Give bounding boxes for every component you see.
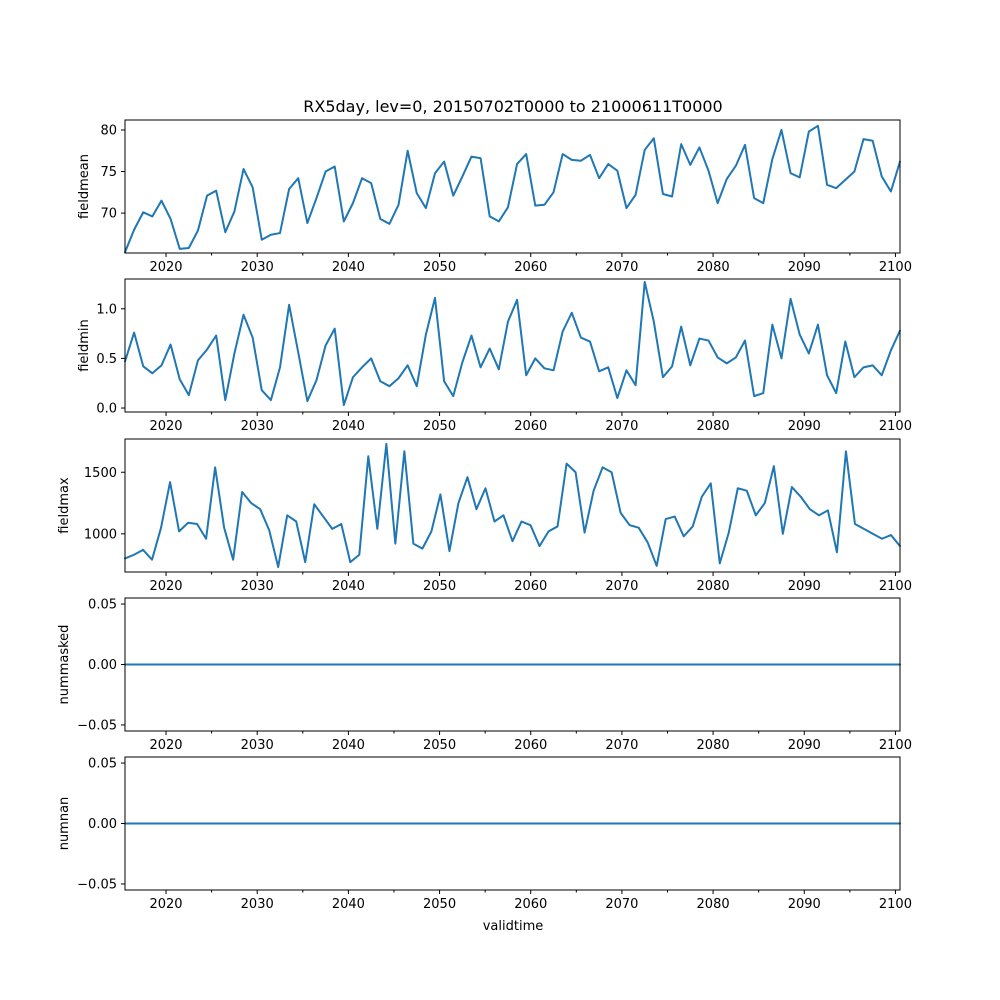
x-tick-label: 2050 (423, 419, 456, 434)
fieldmin-ytick-label: 0.5 (96, 352, 117, 367)
x-tick-label: 2020 (149, 419, 182, 434)
x-tick-label: 2060 (514, 419, 547, 434)
numnan-ytick-label: 0.00 (88, 817, 117, 832)
fieldmin-axes-frame (124, 278, 901, 413)
x-axis-label: validtime (483, 919, 544, 934)
fieldmax-axis-label: fieldmax (57, 477, 72, 534)
x-tick-label: 2040 (332, 738, 365, 753)
numnan-axis-label: numnan (57, 797, 72, 851)
x-tick-label: 2040 (332, 419, 365, 434)
panel-numnan: −0.05 0.00 0.05 numnan 2020 2030 2040 2050 2060 2… (57, 756, 912, 912)
x-tick-label: 2080 (697, 738, 730, 753)
x-tick-label: 2020 (149, 897, 182, 912)
fieldmin-ytick-label: 0.0 (96, 402, 117, 417)
fieldmean-axis-label: fieldmean (77, 154, 92, 219)
x-tick-label: 2070 (605, 260, 638, 275)
x-tick-label: 2080 (697, 579, 730, 594)
x-tick-label: 2040 (332, 260, 365, 275)
x-tick-label: 2030 (241, 738, 274, 753)
numnan-ytick-label: −0.05 (77, 877, 117, 892)
fieldmin-axis-label: fieldmin (77, 319, 92, 372)
x-tick-label: 2100 (879, 579, 912, 594)
x-tick-label: 2050 (423, 738, 456, 753)
x-tick-label: 2030 (241, 260, 274, 275)
x-tick-label: 2090 (788, 897, 821, 912)
x-tick-label: 2070 (605, 579, 638, 594)
fieldmax-series-line (124, 442, 901, 569)
fieldmean-axes-frame (124, 119, 901, 254)
x-tick-label: 2100 (879, 419, 912, 434)
x-tick-label: 2020 (149, 738, 182, 753)
x-tick-label: 2100 (879, 897, 912, 912)
nummasked-ytick-label: 0.05 (88, 598, 117, 613)
x-tick-label: 2070 (605, 738, 638, 753)
fieldmin-series-line (124, 280, 901, 407)
x-tick-label: 2090 (788, 579, 821, 594)
x-tick-label: 2020 (149, 579, 182, 594)
x-tick-label: 2050 (423, 897, 456, 912)
nummasked-ytick-label: 0.00 (88, 658, 117, 673)
x-tick-label: 2040 (332, 579, 365, 594)
x-tick-label: 2050 (423, 260, 456, 275)
panels: 70 75 80 fieldmean 2020 2030 2040 2050 2060 2070 2… (57, 119, 912, 912)
panel-nummasked: −0.05 0.00 0.05 nummasked 2020 2030 2040 2050 20… (57, 597, 912, 753)
fieldmean-ytick-label: 70 (100, 207, 117, 222)
x-tick-label: 2090 (788, 738, 821, 753)
panel-fieldmin: 0.0 0.5 1.0 fieldmin 2020 2030 2040 2050 2060 207… (77, 278, 912, 434)
x-tick-label: 2070 (605, 897, 638, 912)
panel-fieldmax: 1000 1500 fieldmax 2020 2030 2040 2050 2060 2070… (57, 438, 912, 594)
fieldmean-ytick-label: 80 (100, 123, 117, 138)
numnan-ytick-label: 0.05 (88, 757, 117, 772)
fieldmax-ytick-label: 1500 (84, 466, 117, 481)
x-tick-label: 2030 (241, 419, 274, 434)
x-tick-label: 2090 (788, 419, 821, 434)
x-tick-label: 2060 (514, 738, 547, 753)
x-tick-label: 2100 (879, 260, 912, 275)
x-tick-label: 2040 (332, 897, 365, 912)
x-tick-label: 2060 (514, 260, 547, 275)
fieldmax-ytick-label: 1000 (84, 527, 117, 542)
chart-title: RX5day, lev=0, 20150702T0000 to 21000611… (303, 97, 722, 116)
x-tick-label: 2050 (423, 579, 456, 594)
x-tick-label: 2070 (605, 419, 638, 434)
x-tick-label: 2030 (241, 897, 274, 912)
x-tick-label: 2080 (697, 419, 730, 434)
nummasked-ytick-label: −0.05 (77, 718, 117, 733)
x-tick-label: 2080 (697, 260, 730, 275)
fieldmax-axes-frame (124, 438, 901, 573)
nummasked-axis-label: nummasked (57, 625, 72, 705)
x-tick-label: 2100 (879, 738, 912, 753)
x-tick-label: 2060 (514, 897, 547, 912)
x-tick-label: 2020 (149, 260, 182, 275)
fieldmin-ytick-label: 1.0 (96, 302, 117, 317)
fieldmean-ytick-label: 75 (100, 165, 117, 180)
x-tick-label: 2080 (697, 897, 730, 912)
x-tick-label: 2060 (514, 579, 547, 594)
panel-fieldmean: 70 75 80 fieldmean 2020 2030 2040 2050 2060 2070 2… (77, 119, 912, 275)
x-tick-label: 2030 (241, 579, 274, 594)
fieldmean-series-line (124, 124, 901, 254)
x-tick-label: 2090 (788, 260, 821, 275)
